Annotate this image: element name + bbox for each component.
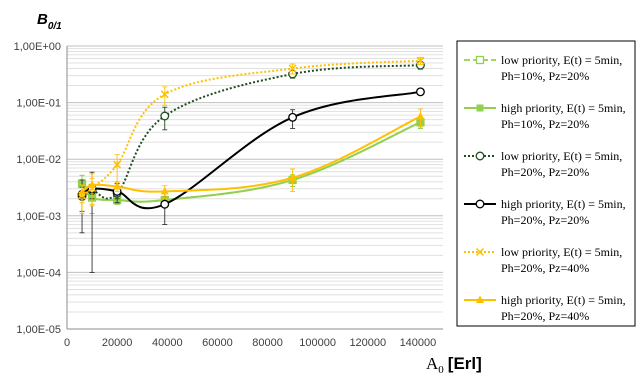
data-point [415,87,425,97]
series-line [81,59,421,197]
data-point [160,186,169,195]
series-group [77,56,425,273]
x-tick-label: 100000 [299,337,336,349]
error-bar [89,173,95,207]
y-axis-label: B0/1 [37,11,62,32]
grid [67,45,443,330]
legend-swatch-marker [475,151,485,161]
legend-label: Ph=20%, Pz=40% [501,261,589,275]
data-point [113,160,122,169]
y-tick-label: 1,00E-01 [16,98,61,110]
data-point [160,90,169,99]
legend-swatch-marker [476,104,484,112]
legend-box [456,40,636,327]
legend-swatch-marker [475,55,485,65]
data-point [78,187,87,196]
legend-label: low priority, E(t) = 5min, [501,149,622,163]
legend-swatch-marker [475,199,485,209]
x-axis-label: A0 [Erl] [426,354,482,376]
legend-label: low priority, E(t) = 5min, [501,245,622,259]
x-tick-label: 0 [64,337,70,349]
legend-label: high priority, E(t) = 5min, [501,293,626,307]
legend-label: high priority, E(t) = 5min, [501,197,626,211]
data-point [160,111,170,121]
x-tick-label: 20000 [102,337,133,349]
tick-labels: 1,00E-05 1,00E-04 1,00E-03 1,00E-02 1,00E-01… [14,41,437,349]
series-line [81,64,421,200]
data-point [288,112,298,122]
legend-swatch-marker [475,247,485,257]
series-6 [78,108,425,207]
y-tick-label: 1,00E+00 [14,41,61,53]
x-tick-label: 120000 [349,337,386,349]
data-point [416,111,425,120]
data-point [88,180,97,189]
series-4 [77,87,425,273]
legend-label: Ph=20%, Pz=20% [501,165,589,179]
legend-label: Ph=20%, Pz=40% [501,309,589,323]
y-tick-label: 1,00E-04 [16,267,61,279]
legend-label: Ph=10%, Pz=20% [501,117,589,131]
error-bar [114,154,120,183]
data-point [416,56,425,65]
y-tick-label: 1,00E-03 [16,211,61,223]
legend-label: Ph=20%, Pz=20% [501,213,589,227]
legend-label: Ph=10%, Pz=20% [501,69,589,83]
legend-entry: low priority, E(t) = 5min, Ph=20%, Pz=20% [464,149,622,179]
data-point [113,181,122,190]
axes [66,46,443,330]
legend-swatch-marker [476,295,484,303]
series-line [81,90,421,210]
legend-label: high priority, E(t) = 5min, [501,101,626,115]
x-tick-label: 80000 [252,337,283,349]
legend: low priority, E(t) = 5min, Ph=10%, Pz=20%… [456,40,636,327]
legend-entry: high priority, E(t) = 5min, Ph=20%, Pz=40… [464,293,626,323]
legend-entry: low priority, E(t) = 5min, Ph=10%, Pz=20% [464,53,622,83]
legend-label: low priority, E(t) = 5min, [501,53,622,67]
error-bar [162,86,168,106]
legend-entry: high priority, E(t) = 5min, Ph=20%, Pz=20… [464,197,626,227]
series-line [81,115,421,194]
legend-entry: low priority, E(t) = 5min, Ph=20%, Pz=40% [464,245,622,275]
y-tick-label: 1,00E-02 [16,154,61,166]
data-point [288,64,297,73]
legend-entry: high priority, E(t) = 5min, Ph=10%, Pz=20… [464,101,626,131]
data-point [160,199,170,209]
y-tick-label: 1,00E-05 [16,324,61,336]
x-tick-label: 40000 [152,337,183,349]
x-tick-label: 140000 [400,337,437,349]
x-tick-label: 60000 [202,337,233,349]
data-point [288,173,297,181]
